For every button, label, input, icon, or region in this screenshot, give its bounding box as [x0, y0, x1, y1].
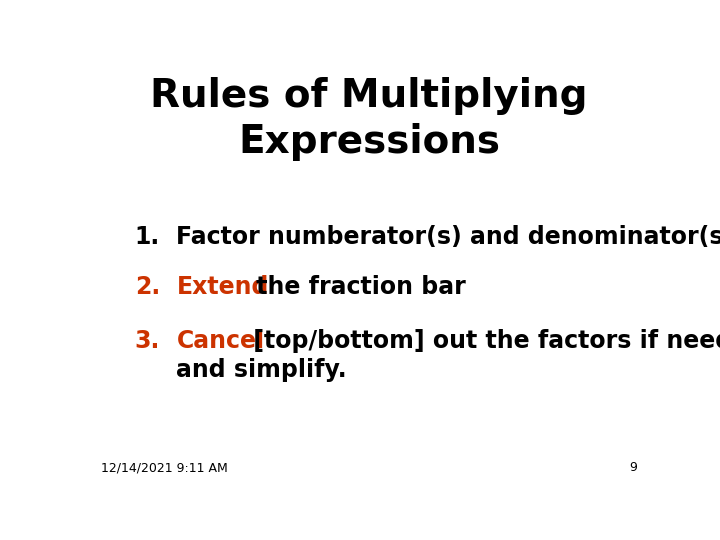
Text: [top/bottom] out the factors if needed: [top/bottom] out the factors if needed — [245, 329, 720, 353]
Text: Cancel: Cancel — [176, 329, 265, 353]
Text: 1.: 1. — [135, 225, 160, 249]
Text: 9: 9 — [629, 461, 637, 474]
Text: Rules of Multiplying
Expressions: Rules of Multiplying Expressions — [150, 77, 588, 161]
Text: Factor numberator(s) and denominator(s): Factor numberator(s) and denominator(s) — [176, 225, 720, 249]
Text: and simplify.: and simplify. — [176, 358, 347, 382]
Text: 12/14/2021 9:11 AM: 12/14/2021 9:11 AM — [101, 461, 228, 474]
Text: Extend: Extend — [176, 275, 269, 299]
Text: the fraction bar: the fraction bar — [248, 275, 466, 299]
Text: 3.: 3. — [135, 329, 160, 353]
Text: 2.: 2. — [135, 275, 160, 299]
